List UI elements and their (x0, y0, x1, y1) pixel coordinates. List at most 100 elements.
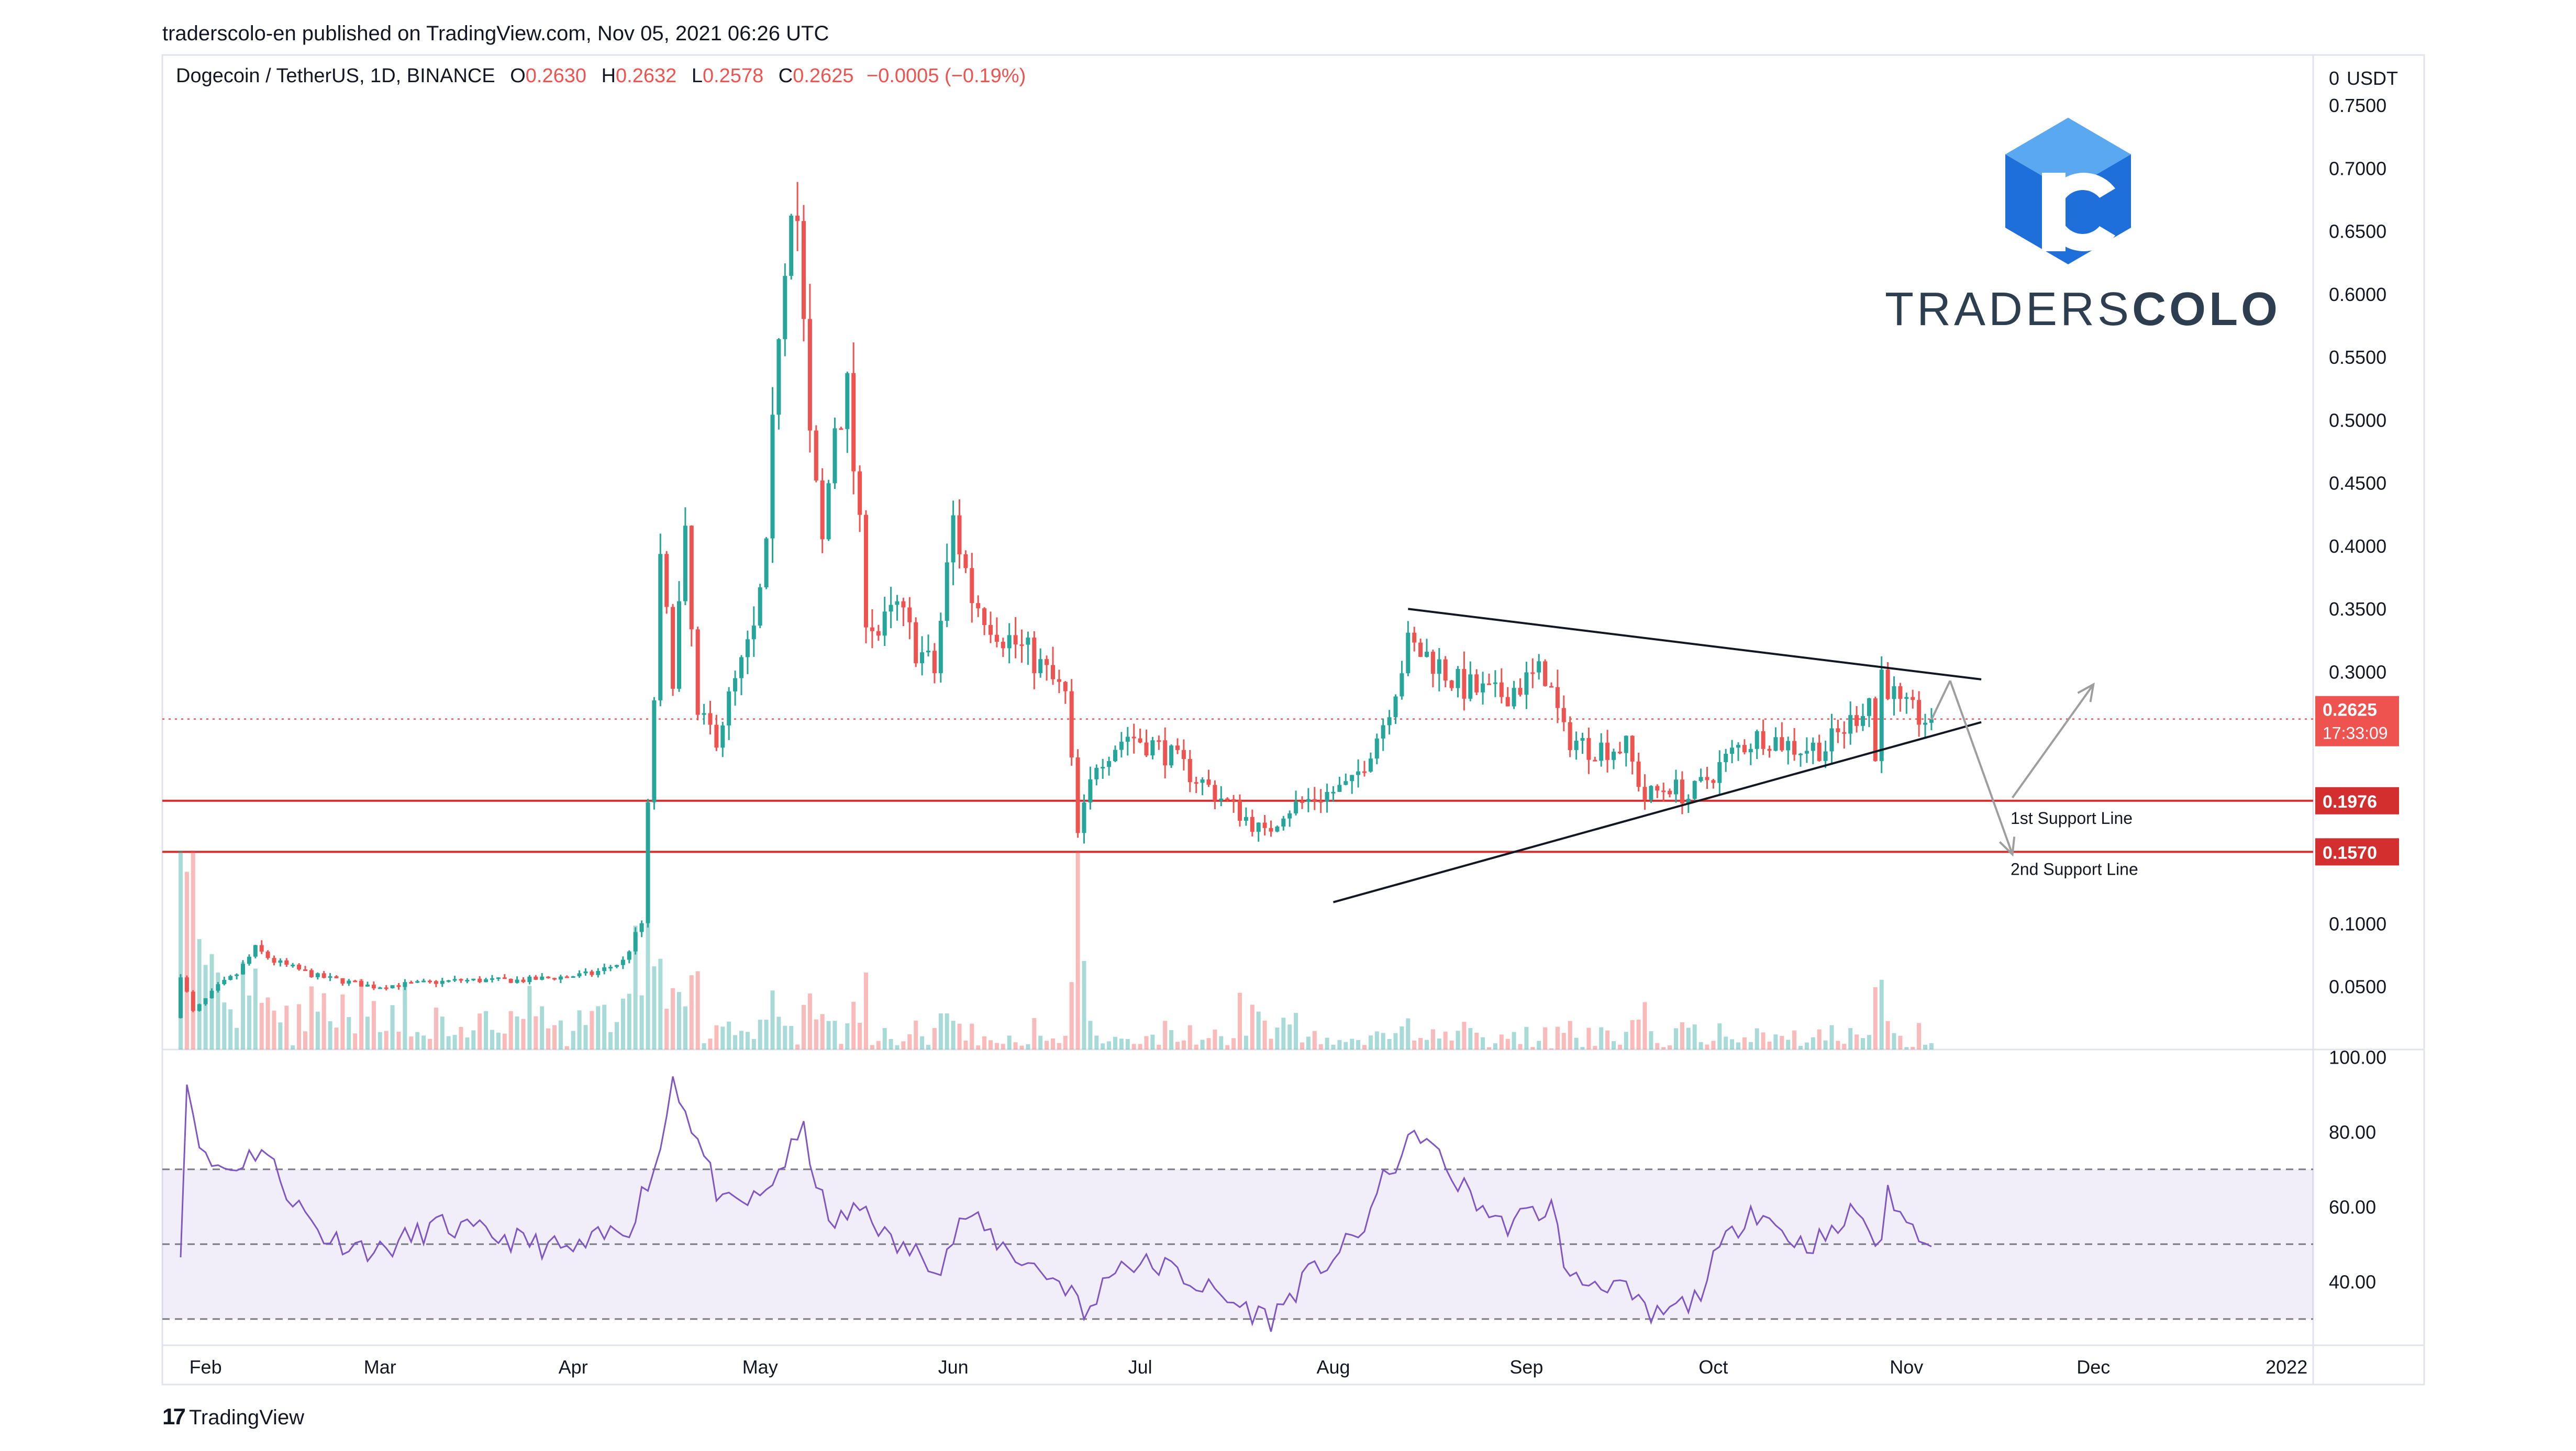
candle-body (1885, 669, 1890, 699)
candle-body (758, 587, 762, 626)
candle-body (1680, 779, 1684, 803)
candle-body (1281, 818, 1286, 827)
volume-bar (1181, 1040, 1186, 1050)
candle-body (1325, 791, 1329, 802)
volume-bar (1661, 1047, 1666, 1050)
volume-bar (508, 1011, 513, 1050)
legend-change: −0.0005 (−0.19%) (867, 65, 1026, 87)
tradingview-wordmark: TradingView (188, 1406, 305, 1429)
candle-body (702, 713, 706, 715)
price-axis[interactable]: 0 USDT 0.7500 0.7000 0.6500 0.6000 0.5500 0.50… (2329, 68, 2398, 998)
candle-body (384, 987, 388, 989)
candle-body (1543, 661, 1548, 686)
candle-body (284, 960, 289, 965)
volume-bar (1269, 1039, 1273, 1050)
price-tick: 0.4500 (2329, 473, 2386, 494)
volume-bar (1892, 1033, 1896, 1050)
volume-bar (1724, 1036, 1728, 1050)
volume-bar (1568, 1021, 1572, 1050)
brand-name: TRADERSCOLO (1885, 283, 2278, 337)
currency-label[interactable]: 0 USDT (2329, 68, 2398, 89)
volume-bar (1443, 1031, 1448, 1050)
candle-body (1923, 722, 1927, 725)
time-tick: Dec (2077, 1356, 2110, 1378)
candle-body (390, 985, 395, 988)
volume-bar (1848, 1028, 1853, 1050)
volume-bar (1425, 1040, 1429, 1050)
candle-body (1075, 757, 1080, 833)
volume-bar (527, 986, 532, 1050)
candle-body (259, 945, 264, 952)
volume-bar (1630, 1020, 1635, 1050)
tradingview-logo[interactable]: 17 TradingView (162, 1404, 304, 1430)
volume-bar (708, 1039, 713, 1050)
candle-body (1418, 642, 1423, 657)
time-axis[interactable]: Feb Mar Apr May Jun Jul Aug Sep Oct Nov Dec 2022 (190, 1356, 2308, 1378)
volume-bar (540, 1006, 545, 1050)
volume-bar (1225, 1045, 1230, 1050)
candle-body (714, 724, 719, 748)
candle-body (1761, 731, 1766, 749)
candle-body (546, 976, 551, 978)
volume-bar (1243, 1035, 1248, 1050)
candle-body (340, 978, 345, 984)
volume-bar (1231, 1038, 1236, 1050)
candle-body (1586, 738, 1591, 760)
volume-bar (390, 1005, 395, 1050)
candle-body (1580, 738, 1585, 741)
candle-body (1150, 740, 1155, 756)
price-tick: 0.4000 (2329, 535, 2386, 557)
candle-body (695, 629, 700, 715)
volume-bar (1561, 1033, 1566, 1050)
candle-body (1549, 686, 1553, 688)
volume-bar (1624, 1032, 1628, 1050)
volume-bar (303, 1031, 307, 1050)
rsi-tick: 100.00 (2329, 1046, 2386, 1068)
candle-body (365, 985, 370, 987)
volume-bar (552, 1025, 557, 1050)
support-tag-1 (2315, 787, 2399, 814)
volume-bar (1730, 1039, 1735, 1050)
candle-body (197, 1004, 202, 1011)
volume-bar (1063, 1035, 1068, 1050)
candle-body (1368, 758, 1373, 772)
volume-bar (870, 1045, 874, 1050)
candle-body (434, 981, 438, 984)
volume-bar (1113, 1036, 1117, 1050)
volume-bar (564, 1046, 569, 1050)
volume-bar (683, 1006, 687, 1050)
volume-bar (1250, 1004, 1254, 1050)
volume-bar (957, 1023, 962, 1050)
volume-bar (197, 939, 202, 1050)
candle-body (359, 980, 364, 987)
volume-bar (1150, 1034, 1155, 1050)
candle-body (1350, 775, 1354, 782)
candle-body (970, 568, 974, 604)
candle-body (1082, 802, 1086, 833)
candle-body (895, 601, 900, 605)
volume-bar (459, 1026, 463, 1050)
volume-bar (945, 1013, 949, 1050)
candle-body (1561, 708, 1566, 722)
volume-bar (1524, 1026, 1529, 1050)
volume-bar (1075, 851, 1080, 1050)
candle-body (1804, 751, 1809, 754)
candle-body (770, 415, 775, 539)
currency-unit: USDT (2347, 68, 2398, 89)
candle-body (1362, 771, 1367, 773)
price-tick: 0.6000 (2329, 284, 2386, 305)
volume-bar (1549, 1048, 1553, 1050)
rsi-tick: 60.00 (2329, 1196, 2376, 1218)
candle-body (1430, 652, 1435, 674)
volume-bar (440, 1017, 445, 1050)
candle-body (1007, 635, 1012, 649)
candle-body (253, 945, 258, 957)
candle-body (1823, 751, 1828, 761)
candle-body (1767, 749, 1772, 751)
rsi-line (180, 1076, 1932, 1332)
candle-body (1867, 698, 1871, 716)
candle-body (1481, 683, 1485, 693)
candle-body (671, 607, 675, 689)
candle-body (1848, 715, 1853, 734)
